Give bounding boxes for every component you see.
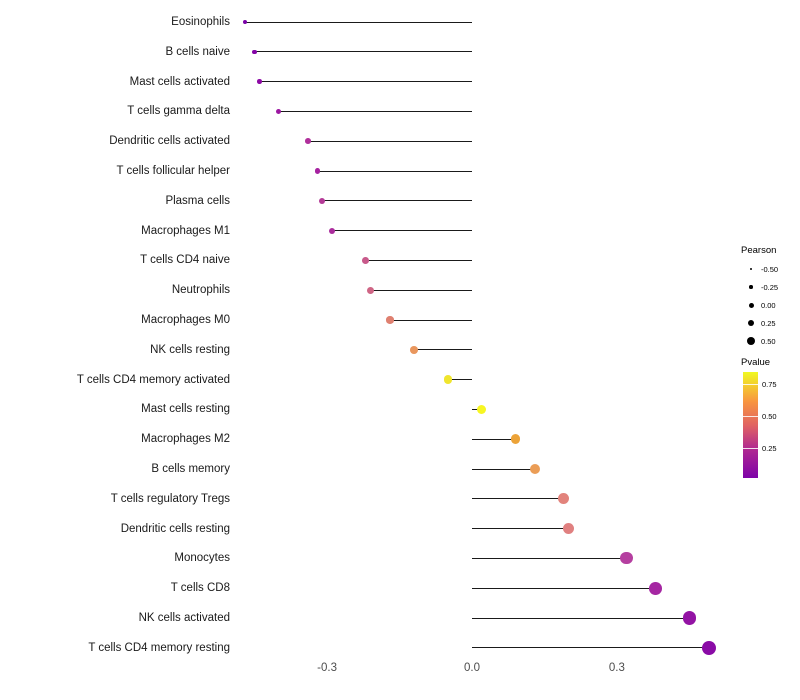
category-label: NK cells resting: [150, 343, 230, 356]
pearson-legend-dot-box: [744, 334, 758, 348]
category-label: NK cells activated: [138, 612, 230, 624]
pearson-legend-entry: 0.50: [744, 334, 776, 348]
lollipop-stem: [472, 438, 516, 440]
category-label: Neutrophils: [171, 284, 230, 297]
category-label: Macrophages M2: [141, 433, 230, 446]
lollipop-dot: [529, 463, 540, 475]
pvalue-tick-mark: [743, 416, 758, 417]
category-label: Mast cells activated: [129, 75, 230, 88]
lollipop-dot: [386, 316, 394, 324]
category-label: Dendritic cells activated: [109, 135, 230, 148]
category-label: Mast cells resting: [141, 403, 230, 416]
lollipop-dot: [314, 168, 321, 174]
lollipop-dot: [242, 19, 248, 25]
lollipop-stem: [317, 170, 472, 172]
pearson-legend-entry: -0.25: [744, 280, 778, 294]
lollipop-stem: [472, 557, 627, 559]
lollipop-dot: [319, 197, 326, 204]
category-label: Macrophages M1: [141, 224, 230, 237]
lollipop-dot: [477, 404, 487, 414]
lollipop-dot: [701, 640, 716, 655]
pearson-legend-entry-label: 0.50: [761, 336, 776, 346]
pearson-legend-entry: 0.25: [744, 316, 776, 330]
pearson-legend-dot: [747, 337, 755, 345]
lollipop-stem: [472, 468, 535, 470]
pvalue-tick-label: 0.25: [762, 444, 777, 453]
category-label: Dendritic cells resting: [120, 522, 230, 535]
pvalue-tick-label: 0.50: [762, 412, 777, 421]
pearson-legend-dot: [750, 268, 752, 270]
pearson-legend-dot: [748, 302, 754, 308]
lollipop-stem: [322, 200, 472, 202]
lollipop-stem: [389, 319, 472, 321]
pearson-legend-entry: -0.50: [744, 262, 778, 276]
lollipop-dot: [304, 138, 311, 144]
category-label: Macrophages M0: [141, 314, 230, 326]
lollipop-dot: [328, 227, 335, 234]
category-label: T cells gamma delta: [127, 105, 230, 118]
lollipop-stem: [254, 51, 472, 53]
category-label: B cells naive: [165, 45, 230, 58]
pearson-legend-entry-label: 0.25: [761, 318, 776, 328]
lollipop-stem: [472, 528, 569, 530]
pearson-legend-entry-label: -0.50: [761, 264, 779, 274]
pvalue-tick-mark: [743, 384, 758, 385]
lollipop-stem: [447, 379, 472, 381]
lollipop-dot: [682, 611, 697, 625]
lollipop-dot: [649, 581, 662, 595]
pearson-legend-dot-box: [744, 316, 758, 330]
category-label: Plasma cells: [165, 194, 230, 207]
category-label: T cells CD4 memory activated: [76, 373, 230, 386]
lollipop-stem: [414, 349, 472, 351]
pearson-legend-title: Pearson: [741, 245, 777, 256]
pvalue-gradient-bar: [743, 372, 758, 478]
lollipop-dot: [558, 493, 570, 505]
pearson-legend-dot-box: [744, 298, 758, 312]
lollipop-dot: [410, 345, 418, 354]
lollipop-dot: [276, 108, 282, 114]
lollipop-dot: [620, 552, 633, 565]
lollipop-stem: [472, 498, 564, 500]
x-tick-label: -0.3: [317, 662, 338, 674]
lollipop-stem: [472, 587, 656, 589]
lollipop-stem: [365, 259, 472, 261]
pearson-legend-entry-label: -0.25: [761, 282, 779, 292]
x-tick-label: 0.3: [608, 662, 625, 674]
pvalue-legend-title: Pvalue: [741, 357, 771, 368]
lollipop-dot: [367, 286, 374, 294]
pearson-legend-dot: [747, 319, 755, 327]
lollipop-stem: [472, 647, 709, 649]
pvalue-tick-label: 0.75: [762, 380, 777, 389]
lollipop-stem: [244, 21, 472, 23]
pearson-legend-entry-label: 0.00: [761, 300, 776, 310]
lollipop-stem: [307, 140, 472, 142]
lollipop-stem: [472, 408, 482, 410]
lollipop-stem: [370, 289, 472, 291]
x-tick-label: 0.0: [464, 662, 480, 674]
category-label: B cells memory: [151, 463, 230, 475]
lollipop-stem: [259, 81, 472, 83]
category-label: Monocytes: [174, 552, 230, 565]
lollipop-dot: [510, 434, 521, 445]
pvalue-tick-mark: [743, 448, 758, 449]
category-label: T cells follicular helper: [116, 165, 230, 177]
lollipop-stem: [472, 617, 690, 619]
category-label: Eosinophils: [171, 16, 230, 28]
category-label: T cells CD8: [170, 582, 230, 595]
lollipop-dot: [362, 257, 370, 264]
pearson-legend-dot-box: [744, 262, 758, 276]
category-label: T cells regulatory Tregs: [110, 492, 230, 505]
lollipop-dot: [252, 49, 257, 55]
pearson-legend-entry: 0.00: [744, 298, 776, 312]
lollipop-dot: [443, 375, 453, 384]
pearson-legend-dot: [749, 285, 753, 289]
category-label: T cells CD4 memory resting: [88, 641, 230, 654]
lollipop-dot: [563, 523, 575, 535]
lollipop-stem: [278, 110, 472, 112]
pearson-legend-dot-box: [744, 280, 758, 294]
lollipop-stem: [331, 230, 472, 232]
category-label: T cells CD4 naive: [140, 254, 230, 267]
lollipop-dot: [257, 79, 262, 84]
